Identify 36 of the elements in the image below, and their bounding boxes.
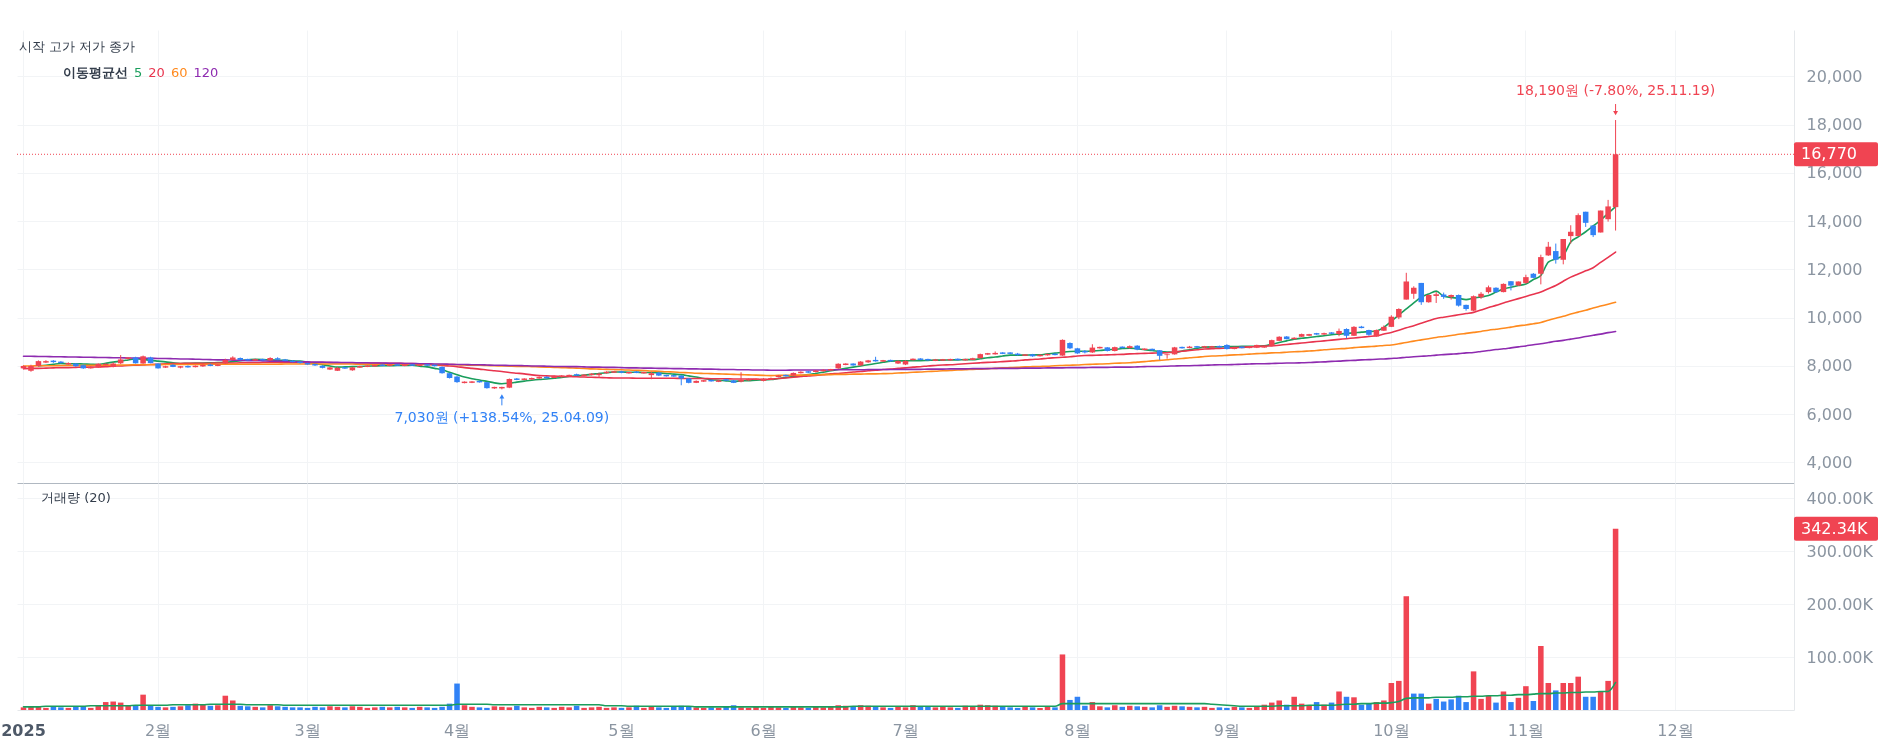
y-tick-label: 8,000 (1806, 356, 1853, 376)
y-tick-label: 200.00K (1806, 594, 1874, 614)
y-tick-label: 16,000 (1806, 163, 1863, 183)
x-tick-label: 12월 (1657, 720, 1694, 740)
y-tick-label: 100.00K (1806, 647, 1874, 667)
y-tick-label: 14,000 (1806, 211, 1863, 231)
x-tick-label: 4월 (443, 720, 471, 740)
x-tick-label: 11월 (1507, 720, 1545, 740)
y-tick-label: 4,000 (1806, 452, 1853, 472)
text: 120 (193, 65, 219, 80)
y-tick-label: 400.00K (1806, 488, 1874, 508)
text: 시작 고가 저가 종가 (19, 39, 136, 54)
text: 16,770 (1801, 144, 1857, 164)
y-tick-label: 18,000 (1806, 115, 1863, 135)
x-tick-label: 7월 (892, 720, 919, 740)
annotation: 18,190원 (-7.80%, 25.11.19) (1516, 82, 1716, 99)
x-tick-label: 10월 (1373, 720, 1410, 740)
annotation: 7,030원 (+138.54%, 25.04.09) (394, 409, 610, 426)
text: 342.34K (1801, 518, 1868, 538)
text: 거래량 (20) (41, 490, 111, 505)
x-tick-label: 2025 (1, 720, 46, 740)
y-tick-label: 6,000 (1806, 404, 1853, 424)
y-tick-label: 12,000 (1806, 259, 1863, 279)
text: 20 (148, 65, 165, 80)
x-tick-label: 3월 (294, 720, 321, 740)
x-tick-label: 6월 (750, 720, 777, 740)
y-tick-label: 300.00K (1806, 541, 1874, 561)
y-tick-label: 20,000 (1806, 66, 1863, 86)
x-tick-label: 2월 (144, 720, 172, 740)
x-tick-label: 9월 (1213, 720, 1240, 740)
text: 60 (170, 65, 188, 80)
y-tick-label: 10,000 (1806, 308, 1863, 328)
x-tick-label: 5월 (608, 720, 635, 740)
legend-title: 이동평균선 (63, 65, 128, 80)
x-tick-label: 8월 (1064, 720, 1091, 740)
text: 5 (134, 65, 143, 80)
